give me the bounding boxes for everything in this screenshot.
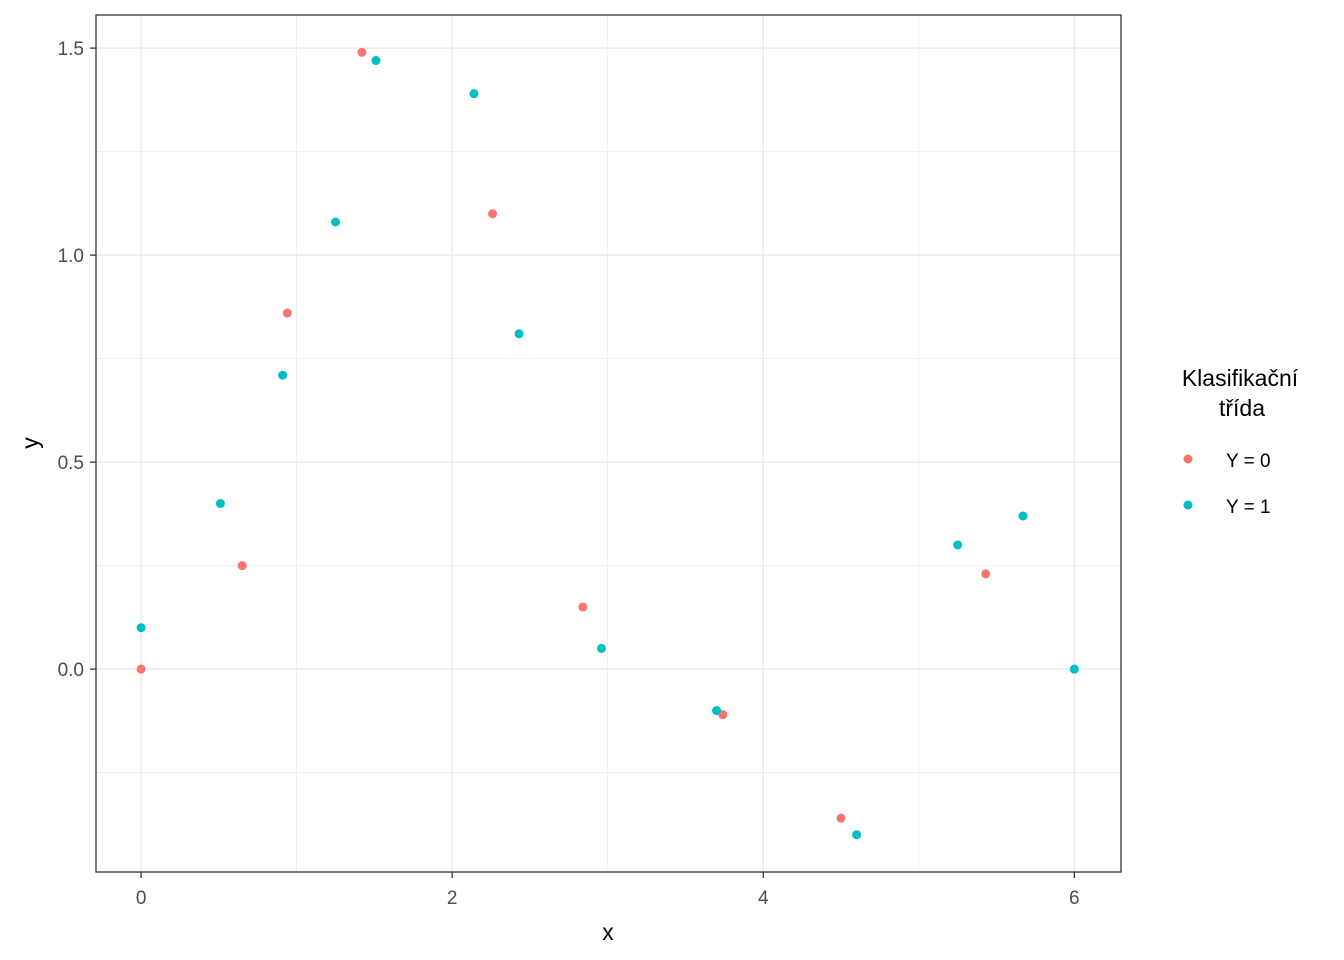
data-point-y1 <box>1018 511 1028 521</box>
data-point-y0 <box>981 569 991 579</box>
y-tick-label: 0.0 <box>58 660 84 681</box>
y-axis-label: y <box>17 437 43 449</box>
y-tick-label: 0.5 <box>58 453 84 474</box>
x-axis: 0 2 4 6 <box>136 872 1080 909</box>
data-point-y1 <box>514 329 524 339</box>
legend-key-y0 <box>1183 454 1193 464</box>
data-point-y0 <box>136 664 146 674</box>
y-axis: 0.0 0.5 1.0 1.5 <box>58 39 96 681</box>
data-point-y0 <box>488 209 498 219</box>
panel-border <box>95 14 1122 873</box>
legend-title-line1: Klasifikační <box>1182 365 1299 391</box>
data-point-y0 <box>357 47 367 57</box>
x-tick-label: 0 <box>136 888 147 909</box>
x-tick-label: 4 <box>758 888 769 909</box>
legend-title-line2: třída <box>1219 395 1265 421</box>
data-point-y1 <box>953 540 963 550</box>
legend: Klasifikační třída Y = 0 Y = 1 <box>1182 365 1299 518</box>
data-point-y1 <box>136 623 146 633</box>
data-point-y1 <box>331 217 341 227</box>
data-point-y1 <box>712 706 722 716</box>
data-point-y1 <box>852 830 862 840</box>
data-point-y0 <box>237 561 247 571</box>
points <box>136 47 1079 840</box>
legend-label-y1: Y = 1 <box>1226 497 1271 518</box>
data-point-y0 <box>282 308 292 318</box>
data-point-y0 <box>578 602 588 612</box>
data-point-y1 <box>469 89 479 99</box>
data-point-y1 <box>278 370 288 380</box>
y-tick-label: 1.0 <box>58 246 84 267</box>
data-point-y1 <box>597 643 607 653</box>
legend-label-y0: Y = 0 <box>1226 451 1271 472</box>
data-point-y1 <box>1069 664 1079 674</box>
data-point-y0 <box>836 813 846 823</box>
x-axis-label: x <box>602 919 614 945</box>
x-tick-label: 2 <box>447 888 458 909</box>
grid <box>96 15 1121 872</box>
data-point-y1 <box>215 499 225 509</box>
legend-key-y1 <box>1183 500 1193 510</box>
x-tick-label: 6 <box>1069 888 1080 909</box>
y-tick-label: 1.5 <box>58 39 84 60</box>
data-point-y1 <box>371 56 381 66</box>
